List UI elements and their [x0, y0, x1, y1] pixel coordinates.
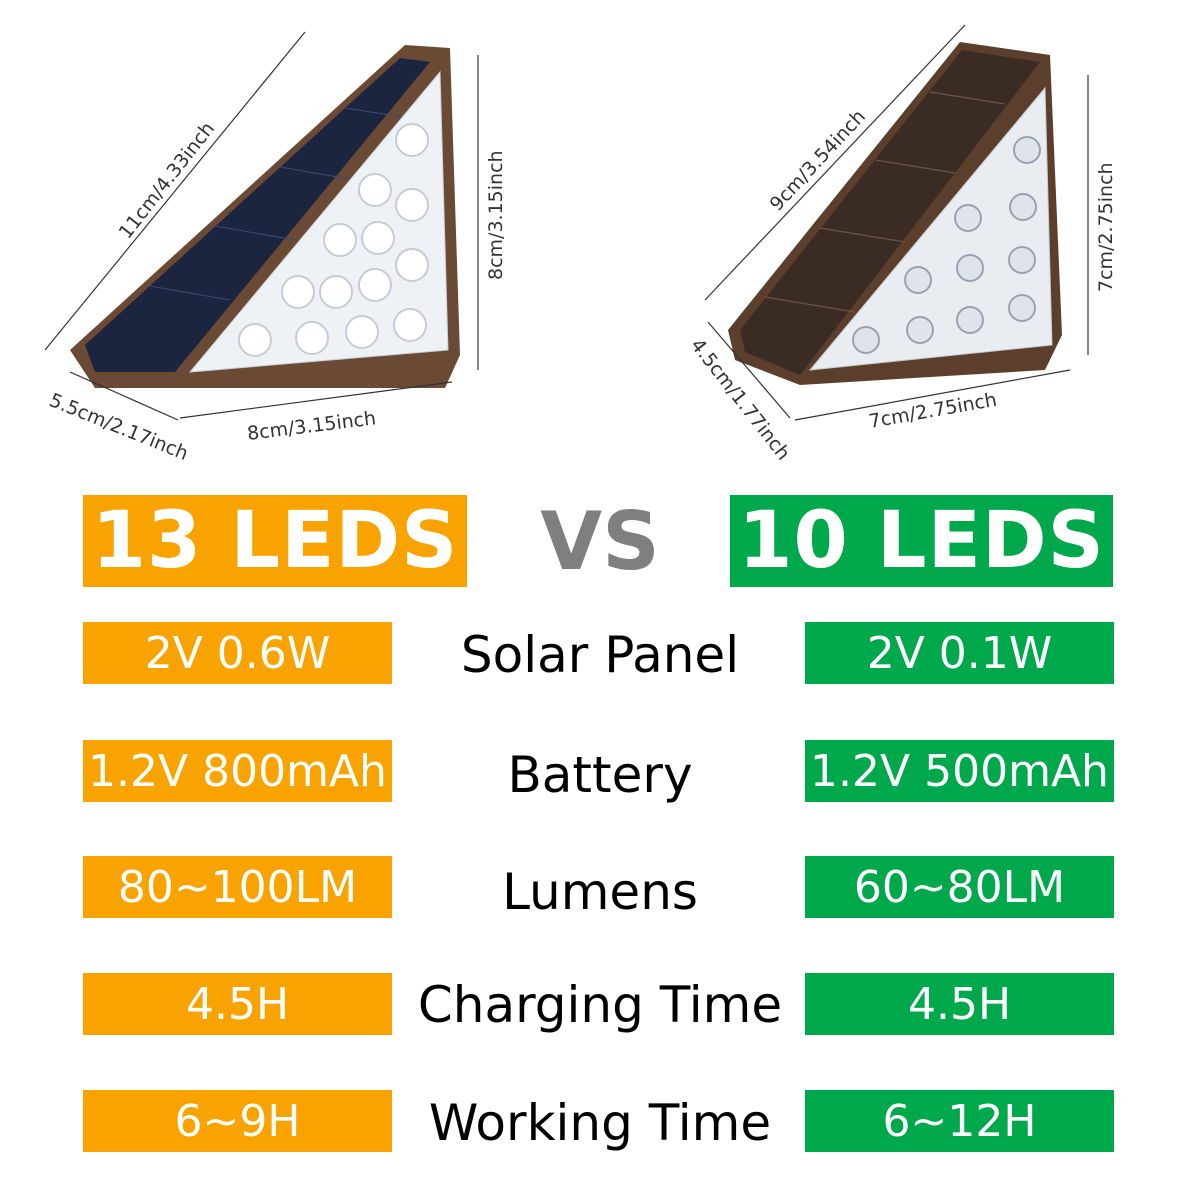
- led-array: [852, 136, 1041, 354]
- right-product-image: 9cm/3.54inch 7cm/2.75inch 4.5cm/1.77inch…: [686, 24, 1117, 464]
- right-spec-value: 4.5H: [805, 973, 1114, 1035]
- right-led-count-banner: 10 LEDS: [730, 495, 1113, 587]
- right-dim-height: 7cm/2.75inch: [1095, 162, 1117, 292]
- right-spec-value: 1.2V 500mAh: [805, 740, 1114, 802]
- left-dim-width: 8cm/3.15inch: [246, 407, 377, 445]
- left-led-count-banner: 13 LEDS: [83, 495, 467, 587]
- spec-label: Solar Panel: [460, 626, 740, 684]
- vs-label: VS: [540, 494, 660, 588]
- right-spec-value: 60~80LM: [805, 856, 1114, 918]
- left-spec-value: 6~9H: [83, 1090, 392, 1152]
- spec-label: Battery: [507, 746, 693, 804]
- product-illustrations: 11cm/4.33inch 8cm/3.15inch 5.5cm/2.17inc…: [44, 24, 1117, 465]
- left-spec-value: 80~100LM: [83, 856, 392, 918]
- left-dim-depth: 5.5cm/2.17inch: [46, 389, 191, 465]
- left-spec-value: 1.2V 800mAh: [83, 740, 392, 802]
- led-array: [238, 123, 429, 357]
- spec-label: Lumens: [502, 863, 698, 921]
- spec-label: Working Time: [428, 1094, 772, 1152]
- right-spec-value: 2V 0.1W: [805, 622, 1114, 684]
- left-product-image: 11cm/4.33inch 8cm/3.15inch 5.5cm/2.17inc…: [44, 31, 507, 465]
- left-spec-value: 2V 0.6W: [83, 622, 392, 684]
- right-spec-value: 6~12H: [805, 1090, 1114, 1152]
- left-dim-hypotenuse: 11cm/4.33inch: [115, 118, 220, 243]
- left-spec-value: 4.5H: [83, 973, 392, 1035]
- left-dim-height: 8cm/3.15inch: [485, 150, 507, 280]
- spec-label: Charging Time: [417, 976, 783, 1034]
